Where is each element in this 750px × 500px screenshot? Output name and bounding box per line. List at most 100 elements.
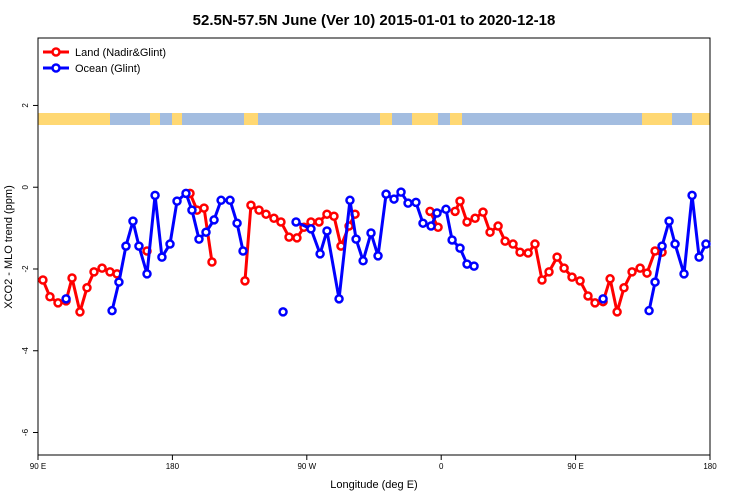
point <box>292 233 302 243</box>
point <box>687 190 697 201</box>
point <box>508 239 518 249</box>
point <box>450 206 460 217</box>
point <box>199 203 209 213</box>
chart-title: 52.5N-57.5N June (Ver 10) 2015-01-01 to … <box>193 12 556 29</box>
point <box>567 272 577 282</box>
y-tick-label: 2 <box>21 103 30 108</box>
x-tick-label: 90 E <box>567 462 583 471</box>
point <box>207 257 217 267</box>
point <box>469 261 479 271</box>
point <box>455 196 465 206</box>
legend-label: Ocean (Glint) <box>75 63 140 75</box>
point <box>619 283 629 293</box>
point <box>657 241 667 251</box>
point <box>358 256 368 266</box>
point <box>552 252 562 262</box>
point <box>441 204 451 215</box>
x-tick-label: 90 W <box>297 462 316 471</box>
point <box>583 291 593 301</box>
point <box>246 200 256 210</box>
point <box>650 277 660 287</box>
x-tick-label: 180 <box>166 462 180 471</box>
point <box>315 249 325 259</box>
point <box>381 189 391 199</box>
y-tick-label: -4 <box>21 347 30 355</box>
point <box>523 248 533 258</box>
legend-marker <box>51 63 61 73</box>
point <box>216 195 226 206</box>
point <box>389 194 399 204</box>
point <box>351 234 361 244</box>
point <box>67 273 77 283</box>
y-axis-label: XCO2 - MLO trend (ppm) <box>3 185 15 308</box>
point <box>515 247 525 257</box>
point <box>121 241 131 251</box>
point <box>165 239 175 249</box>
point <box>276 217 286 227</box>
point <box>530 239 540 249</box>
point <box>209 215 219 225</box>
point <box>575 276 585 286</box>
point <box>679 269 689 279</box>
point <box>537 275 547 285</box>
point <box>128 216 138 226</box>
point <box>411 197 421 208</box>
point <box>598 294 608 304</box>
legend-label: Land (Nadir&Glint) <box>75 47 166 59</box>
point <box>426 221 436 231</box>
point <box>278 307 288 317</box>
point <box>89 267 99 277</box>
point <box>345 195 355 206</box>
point <box>194 234 204 244</box>
point <box>322 226 332 236</box>
point <box>701 239 711 249</box>
point <box>485 227 495 237</box>
x-tick-label: 0 <box>439 462 444 471</box>
point <box>142 269 152 279</box>
point <box>134 241 144 251</box>
point <box>447 235 457 245</box>
point <box>644 305 654 316</box>
point <box>181 188 191 199</box>
y-tick-label: -6 <box>21 428 30 436</box>
point <box>238 246 248 256</box>
point <box>157 252 167 262</box>
x-tick-label: 180 <box>703 462 717 471</box>
point <box>590 298 600 308</box>
point <box>97 263 107 273</box>
point <box>478 207 488 217</box>
point <box>150 190 160 201</box>
point <box>187 205 197 215</box>
point <box>284 232 294 242</box>
point <box>107 305 117 316</box>
point <box>53 298 63 308</box>
x-axis-label: Longitude (deg E) <box>330 479 417 491</box>
point <box>334 294 344 304</box>
y-tick-label: -2 <box>21 265 30 273</box>
map-strip <box>38 113 710 125</box>
point <box>201 227 211 237</box>
point <box>455 243 465 253</box>
point <box>114 277 124 287</box>
point <box>627 267 637 277</box>
point <box>544 267 554 277</box>
point <box>314 217 324 227</box>
y-tick-label: 0 <box>21 184 30 189</box>
point <box>670 239 680 249</box>
x-tick-label: 90 E <box>30 462 46 471</box>
point <box>61 294 71 304</box>
point <box>225 195 235 206</box>
point <box>432 208 442 218</box>
point <box>612 307 622 317</box>
point <box>232 218 242 228</box>
point <box>291 217 301 227</box>
point <box>559 263 569 273</box>
point <box>500 236 510 246</box>
point <box>470 213 480 224</box>
point <box>694 252 704 262</box>
point <box>366 228 376 238</box>
legend-marker <box>51 47 61 57</box>
point <box>306 224 316 234</box>
point <box>373 251 383 261</box>
